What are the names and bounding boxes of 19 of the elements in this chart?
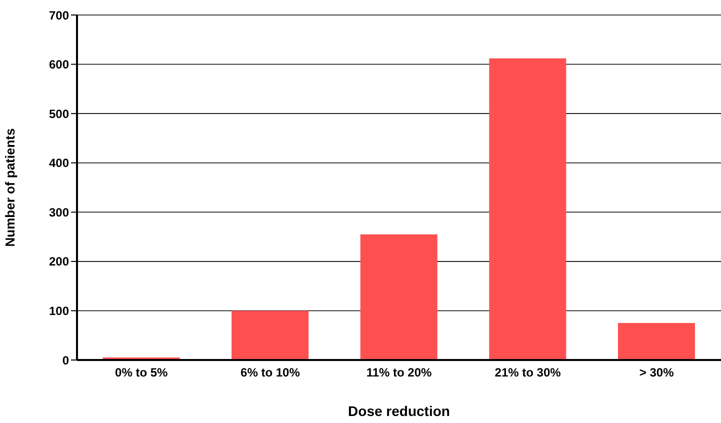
bar bbox=[618, 323, 695, 360]
y-tick-label: 200 bbox=[48, 254, 70, 269]
y-tick-label: 500 bbox=[48, 106, 70, 121]
y-tick-label: 0 bbox=[62, 353, 70, 368]
y-tick-label: 100 bbox=[48, 304, 70, 318]
x-tick-label: 21% to 30% bbox=[494, 366, 562, 380]
y-tick-label: 600 bbox=[48, 58, 70, 72]
x-axis-title: Dose reduction bbox=[348, 403, 450, 419]
x-tick-label: 11% to 20% bbox=[366, 366, 432, 380]
x-tick-label: 6% to 10% bbox=[240, 366, 300, 380]
y-axis-title: Number of patients bbox=[2, 128, 18, 247]
y-tick-label: 300 bbox=[48, 205, 70, 220]
x-tick-label: > 30% bbox=[639, 366, 674, 380]
y-tick-label: 700 bbox=[48, 8, 70, 22]
bar bbox=[360, 234, 438, 360]
bar bbox=[232, 310, 309, 360]
y-tick-label: 400 bbox=[48, 156, 70, 170]
x-tick-label: 0% to 5% bbox=[115, 366, 168, 380]
bar bbox=[489, 58, 566, 360]
